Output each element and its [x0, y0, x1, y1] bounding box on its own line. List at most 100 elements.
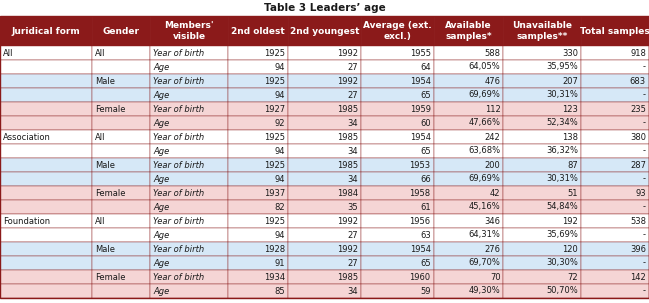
- Bar: [434, 74, 504, 88]
- Bar: [361, 60, 434, 74]
- Text: 47,66%: 47,66%: [469, 118, 500, 128]
- Bar: [228, 144, 288, 158]
- Text: 242: 242: [485, 132, 500, 142]
- Text: Available
samples*: Available samples*: [445, 21, 492, 41]
- Text: All: All: [95, 217, 106, 225]
- Bar: [434, 46, 504, 60]
- Bar: [581, 116, 649, 130]
- Text: 69,69%: 69,69%: [469, 175, 500, 184]
- Bar: [92, 102, 151, 116]
- Text: 588: 588: [485, 48, 500, 58]
- Bar: [0, 214, 92, 228]
- Text: 1953: 1953: [410, 161, 431, 169]
- Text: 330: 330: [562, 48, 578, 58]
- Text: 49,30%: 49,30%: [469, 287, 500, 295]
- Bar: [228, 172, 288, 186]
- Text: 1954: 1954: [410, 76, 431, 85]
- Text: All: All: [3, 48, 14, 58]
- Bar: [361, 144, 434, 158]
- Bar: [434, 242, 504, 256]
- Bar: [0, 228, 92, 242]
- Bar: [228, 130, 288, 144]
- Text: 380: 380: [630, 132, 646, 142]
- Text: 123: 123: [562, 105, 578, 114]
- Text: 1925: 1925: [264, 161, 285, 169]
- Bar: [92, 116, 151, 130]
- Bar: [581, 186, 649, 200]
- Bar: [288, 214, 361, 228]
- Bar: [504, 102, 581, 116]
- Text: 87: 87: [567, 161, 578, 169]
- Bar: [0, 60, 92, 74]
- Text: Unavailable
samples**: Unavailable samples**: [512, 21, 572, 41]
- Text: 1925: 1925: [264, 217, 285, 225]
- Text: 1955: 1955: [410, 48, 431, 58]
- Bar: [151, 242, 228, 256]
- Text: Association: Association: [3, 132, 51, 142]
- Bar: [151, 228, 228, 242]
- Text: 27: 27: [347, 91, 358, 99]
- Text: 142: 142: [630, 272, 646, 281]
- Bar: [228, 214, 288, 228]
- Text: 45,16%: 45,16%: [469, 202, 500, 211]
- Text: Male: Male: [95, 245, 115, 254]
- Bar: [92, 158, 151, 172]
- Bar: [92, 74, 151, 88]
- Text: 91: 91: [275, 258, 285, 268]
- Bar: [434, 200, 504, 214]
- Text: Age: Age: [153, 62, 169, 72]
- Text: -: -: [643, 258, 646, 268]
- Bar: [434, 116, 504, 130]
- Text: 93: 93: [635, 188, 646, 198]
- Bar: [228, 88, 288, 102]
- Bar: [581, 228, 649, 242]
- Bar: [288, 88, 361, 102]
- Bar: [288, 74, 361, 88]
- Text: 63: 63: [420, 231, 431, 239]
- Text: 396: 396: [630, 245, 646, 254]
- Text: Total samples: Total samples: [580, 26, 649, 35]
- Bar: [0, 16, 92, 46]
- Bar: [581, 158, 649, 172]
- Text: 1954: 1954: [410, 132, 431, 142]
- Bar: [288, 16, 361, 46]
- Bar: [504, 16, 581, 46]
- Bar: [504, 46, 581, 60]
- Bar: [151, 116, 228, 130]
- Bar: [361, 130, 434, 144]
- Bar: [581, 284, 649, 298]
- Bar: [581, 242, 649, 256]
- Bar: [0, 144, 92, 158]
- Bar: [361, 102, 434, 116]
- Text: 42: 42: [490, 188, 500, 198]
- Text: 30,30%: 30,30%: [546, 258, 578, 268]
- Bar: [228, 242, 288, 256]
- Bar: [151, 102, 228, 116]
- Text: 59: 59: [420, 287, 431, 295]
- Text: 65: 65: [420, 146, 431, 155]
- Bar: [151, 60, 228, 74]
- Bar: [581, 144, 649, 158]
- Bar: [504, 88, 581, 102]
- Text: 50,70%: 50,70%: [546, 287, 578, 295]
- Bar: [0, 74, 92, 88]
- Text: 1925: 1925: [264, 48, 285, 58]
- Text: 30,31%: 30,31%: [546, 91, 578, 99]
- Bar: [361, 88, 434, 102]
- Bar: [581, 88, 649, 102]
- Text: 51: 51: [568, 188, 578, 198]
- Text: 65: 65: [420, 91, 431, 99]
- Text: 27: 27: [347, 231, 358, 239]
- Text: Foundation: Foundation: [3, 217, 50, 225]
- Bar: [288, 130, 361, 144]
- Bar: [504, 158, 581, 172]
- Text: 207: 207: [562, 76, 578, 85]
- Bar: [361, 200, 434, 214]
- Bar: [92, 242, 151, 256]
- Text: 112: 112: [485, 105, 500, 114]
- Text: 36,32%: 36,32%: [546, 146, 578, 155]
- Bar: [151, 88, 228, 102]
- Text: 2nd youngest: 2nd youngest: [289, 26, 360, 35]
- Text: Female: Female: [95, 272, 126, 281]
- Text: 1992: 1992: [337, 76, 358, 85]
